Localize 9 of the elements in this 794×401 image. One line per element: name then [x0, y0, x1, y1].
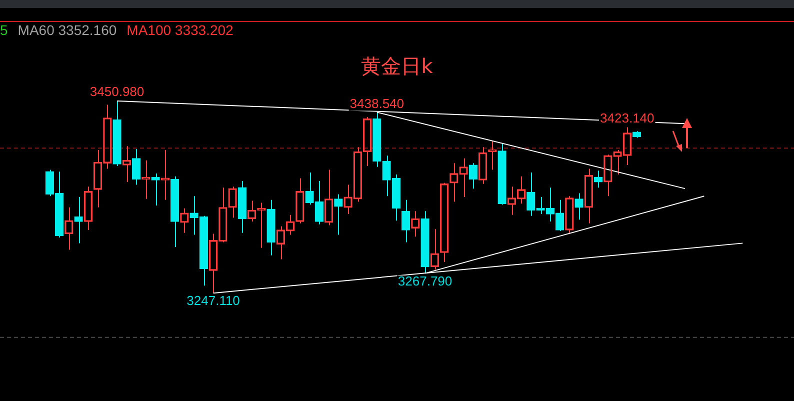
- annotation: 3247.110: [186, 293, 240, 308]
- text: 5: [0, 22, 8, 38]
- text: MA60 3352.160: [18, 22, 117, 38]
- annotation: 3267.790: [398, 274, 452, 289]
- annotation: 3423.140: [600, 110, 654, 126]
- annotation: 3450.980: [90, 84, 144, 100]
- chart-title: 黄金日k: [360, 53, 434, 80]
- annotation: 3438.540: [350, 96, 404, 111]
- text: MA100 3333.202: [126, 22, 234, 38]
